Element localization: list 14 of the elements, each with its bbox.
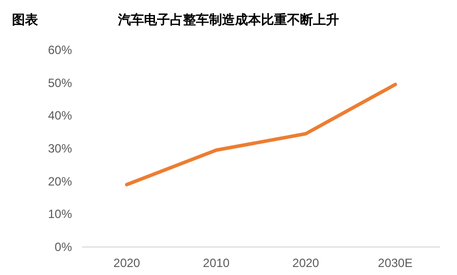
text: 图表 [12,12,39,27]
y-tick-label: 10% [48,207,72,222]
x-tick-label: 2020 [292,256,320,270]
y-tick-label: 40% [48,108,72,123]
chart-title: 汽车电子占整车制造成本比重不断上升 [117,12,339,27]
x-tick-label: 2010 [202,256,230,270]
line-series [125,82,397,186]
y-tick-label: 0% [54,240,72,254]
x-tick-label: 2020 [113,256,140,270]
x-tick-label: 2030E [378,256,413,270]
y-tick-label: 50% [48,76,72,90]
y-tick-label: 20% [48,174,72,188]
y-tick-label: 60% [48,43,72,57]
y-tick-label: 30% [48,142,72,156]
